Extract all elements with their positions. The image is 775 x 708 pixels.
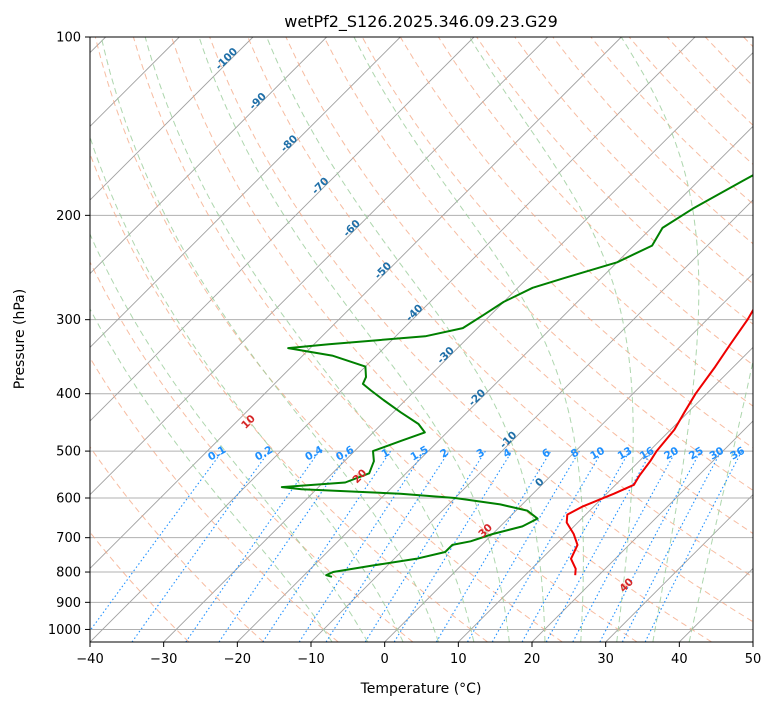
isotherm-line	[605, 494, 753, 642]
moist-adiabats	[90, 37, 753, 642]
moist-adiabat-line	[353, 37, 584, 642]
isotherm-line	[90, 37, 475, 422]
moist-adiabat-line	[90, 135, 404, 642]
y-tick-label: 500	[56, 445, 81, 460]
moist-adiabat-line	[688, 358, 753, 642]
isotherm-line	[90, 37, 622, 569]
x-tick-label: −40	[76, 652, 103, 667]
moist-adiabat-line	[90, 308, 333, 642]
temperature-profile	[565, 308, 753, 576]
x-tick-label: 20	[524, 652, 541, 667]
isotherm-line	[237, 125, 753, 642]
mixing-ratio-line	[572, 450, 677, 642]
mixing-ratio-line	[262, 450, 392, 642]
isotherm-line	[384, 273, 753, 642]
y-tick-label: 400	[56, 387, 81, 402]
dry-adiabat-line	[132, 37, 638, 642]
x-tick-label: −30	[150, 652, 177, 667]
isotherm-line	[458, 346, 753, 642]
x-tick-label: 50	[745, 652, 762, 667]
mixing-ratio-line	[185, 450, 320, 642]
profiles	[280, 174, 753, 578]
dry-adiabat-line	[90, 260, 414, 642]
dewpoint-profile	[280, 174, 753, 578]
mixing-ratio-line	[90, 450, 223, 632]
mixing-ratio-line	[393, 450, 513, 642]
dry-adiabat-line	[94, 37, 563, 642]
x-tick-label: 0	[381, 652, 389, 667]
dry-adiabat-line	[247, 37, 753, 578]
moist-adiabat-line	[100, 37, 439, 642]
y-axis: 100 200 300 400 500 600 700 800 900 1000	[48, 31, 90, 638]
x-axis-title: Temperature (°C)	[360, 681, 482, 697]
mixing-ratio-line	[131, 450, 270, 642]
moist-adiabat-line	[198, 37, 510, 642]
mixing-ratio-line	[545, 450, 653, 642]
mixing-ratio-line	[521, 450, 630, 642]
x-tick-label: 30	[597, 652, 614, 667]
plot-background	[90, 37, 753, 642]
chart-title: wetPf2_S126.2025.346.09.23.G29	[284, 12, 558, 32]
dry-adiabat-line	[323, 37, 753, 491]
isotherm-line	[90, 37, 548, 496]
y-tick-label: 1000	[48, 623, 81, 638]
moist-adiabat-line	[90, 232, 369, 642]
dry-adiabat-line	[285, 37, 753, 535]
mixing-ratio-line	[218, 450, 351, 642]
dry-adiabat-line	[90, 356, 339, 642]
moist-adiabat-line	[266, 37, 546, 642]
isotherm-line	[90, 37, 327, 275]
isotherm-line	[90, 37, 254, 201]
plot-frame	[89, 36, 754, 643]
y-tick-label: 300	[56, 313, 81, 328]
moist-adiabat-line	[620, 37, 700, 642]
moist-adiabat-line	[144, 37, 475, 642]
x-axis: −40 −30 −20 −10 0 10 20 30 40 50	[76, 642, 761, 667]
y-tick-label: 200	[56, 209, 81, 224]
mixing-ratio-line	[325, 450, 450, 642]
y-tick-label: 100	[56, 31, 81, 46]
x-tick-label: −10	[297, 652, 324, 667]
x-tick-label: 10	[450, 652, 467, 667]
y-tick-label: 800	[56, 566, 81, 581]
dry-adiabats	[90, 37, 753, 642]
dry-adiabat-line	[90, 446, 264, 642]
isotherm-line	[163, 52, 753, 642]
x-tick-label: −20	[224, 652, 251, 667]
dry-adiabat-line	[209, 37, 753, 623]
y-tick-label: 900	[56, 596, 81, 611]
y-axis-title: Pressure (hPa)	[12, 289, 28, 389]
dry-adiabat-line	[476, 37, 753, 325]
x-tick-label: 40	[671, 652, 688, 667]
dry-adiabat-line	[171, 37, 712, 642]
isotherm-line	[531, 420, 753, 642]
isotherm-line	[90, 37, 401, 348]
y-tick-label: 600	[56, 492, 81, 507]
skewed-isotherms	[90, 37, 753, 642]
y-tick-label: 700	[56, 531, 81, 546]
dry-adiabat-line	[514, 37, 753, 285]
mixing-ratio-line	[644, 450, 743, 642]
